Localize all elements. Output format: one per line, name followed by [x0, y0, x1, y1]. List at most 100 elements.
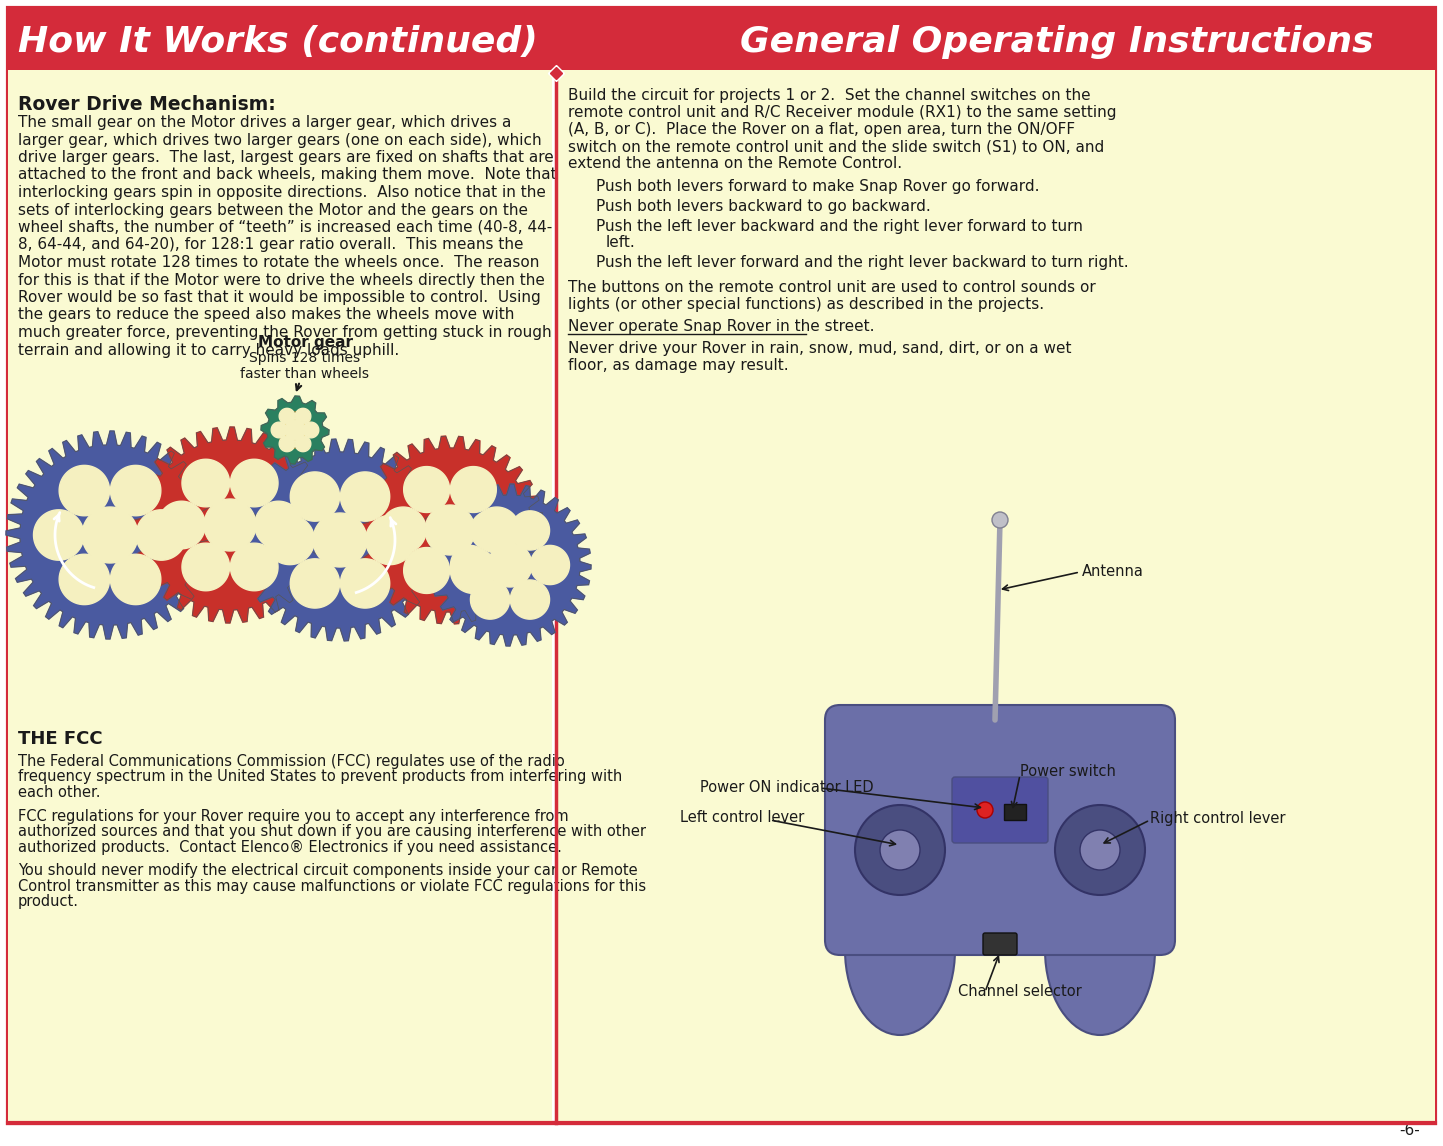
Text: left.: left.: [606, 235, 636, 250]
Text: Channel selector: Channel selector: [958, 984, 1082, 999]
Text: How It Works (continued): How It Works (continued): [17, 25, 538, 58]
Text: sets of interlocking gears between the Motor and the gears on the: sets of interlocking gears between the M…: [17, 203, 528, 218]
Polygon shape: [277, 413, 313, 448]
Polygon shape: [341, 472, 390, 521]
Polygon shape: [450, 548, 496, 594]
Polygon shape: [278, 408, 294, 424]
Text: General Operating Instructions: General Operating Instructions: [740, 25, 1374, 58]
Text: terrain and allowing it to carry heavy loads uphill.: terrain and allowing it to carry heavy l…: [17, 343, 400, 358]
Text: (A, B, or C).  Place the Rover on a flat, open area, turn the ON/OFF: (A, B, or C). Place the Rover on a flat,…: [569, 121, 1075, 138]
Polygon shape: [294, 419, 303, 427]
Text: Rover Drive Mechanism:: Rover Drive Mechanism:: [17, 95, 276, 113]
Text: Never drive your Rover in rain, snow, mud, sand, dirt, or on a wet: Never drive your Rover in rain, snow, mu…: [569, 342, 1072, 356]
Text: Motor must rotate 128 times to rotate the wheels once.  The reason: Motor must rotate 128 times to rotate th…: [17, 256, 540, 270]
Text: Left control lever: Left control lever: [680, 810, 804, 825]
Text: for this is that if the Motor were to drive the wheels directly then the: for this is that if the Motor were to dr…: [17, 273, 545, 288]
FancyBboxPatch shape: [983, 933, 1017, 955]
Polygon shape: [356, 437, 544, 623]
Text: attached to the front and back wheels, making them move.  Note that: attached to the front and back wheels, m…: [17, 167, 557, 182]
Polygon shape: [296, 435, 310, 452]
FancyBboxPatch shape: [9, 70, 553, 1123]
Text: Push both levers backward to go backward.: Push both levers backward to go backward…: [596, 199, 931, 214]
Polygon shape: [426, 505, 475, 555]
Polygon shape: [266, 516, 315, 565]
Polygon shape: [59, 555, 110, 605]
Polygon shape: [365, 516, 414, 565]
Polygon shape: [283, 426, 291, 434]
Text: each other.: each other.: [17, 785, 101, 800]
Text: floor, as damage may result.: floor, as damage may result.: [569, 358, 789, 372]
Text: product.: product.: [17, 894, 79, 909]
Text: THE FCC: THE FCC: [17, 730, 102, 748]
Polygon shape: [111, 465, 160, 516]
Polygon shape: [286, 419, 304, 440]
Text: You should never modify the electrical circuit components inside your car or Rem: You should never modify the electrical c…: [17, 863, 638, 878]
Text: switch on the remote control unit and the slide switch (S1) to ON, and: switch on the remote control unit and th…: [569, 139, 1104, 154]
Text: FCC regulations for your Rover require you to accept any interference from: FCC regulations for your Rover require y…: [17, 808, 569, 824]
Ellipse shape: [1045, 865, 1154, 1035]
Polygon shape: [290, 559, 339, 609]
Polygon shape: [287, 433, 294, 441]
Text: Build the circuit for projects 1 or 2.  Set the channel switches on the: Build the circuit for projects 1 or 2. S…: [569, 88, 1091, 103]
Polygon shape: [271, 422, 287, 438]
Polygon shape: [303, 422, 319, 438]
Polygon shape: [231, 543, 278, 590]
Text: -6-: -6-: [1400, 1123, 1420, 1138]
Polygon shape: [450, 545, 489, 584]
Ellipse shape: [1055, 804, 1144, 895]
Text: interlocking gears spin in opposite directions.  Also notice that in the: interlocking gears spin in opposite dire…: [17, 185, 545, 201]
Text: Spins 128 times
faster than wheels: Spins 128 times faster than wheels: [241, 351, 369, 382]
Text: The Federal Communications Commission (FCC) regulates use of the radio: The Federal Communications Commission (F…: [17, 754, 564, 769]
Text: larger gear, which drives two larger gears (one on each side), which: larger gear, which drives two larger gea…: [17, 133, 541, 148]
Polygon shape: [429, 484, 592, 646]
Polygon shape: [157, 501, 205, 549]
Polygon shape: [278, 435, 294, 452]
Polygon shape: [404, 466, 450, 512]
Text: Power switch: Power switch: [1020, 764, 1115, 779]
Polygon shape: [294, 433, 303, 441]
Polygon shape: [6, 431, 214, 639]
Text: Control transmitter as this may cause malfunctions or violate FCC regulations fo: Control transmitter as this may cause ma…: [17, 879, 646, 894]
Polygon shape: [511, 580, 550, 619]
Polygon shape: [531, 545, 570, 584]
Text: Push both levers forward to make Snap Rover go forward.: Push both levers forward to make Snap Ro…: [596, 179, 1039, 194]
Polygon shape: [511, 511, 550, 550]
Polygon shape: [231, 460, 278, 507]
Circle shape: [991, 512, 1009, 528]
Polygon shape: [136, 510, 186, 560]
Ellipse shape: [856, 804, 945, 895]
Text: Rover would be so fast that it would be impossible to control.  Using: Rover would be so fast that it would be …: [17, 290, 541, 305]
Polygon shape: [470, 511, 509, 550]
Text: Motor gear: Motor gear: [257, 335, 352, 350]
Polygon shape: [488, 543, 532, 587]
Polygon shape: [82, 507, 139, 563]
Text: The small gear on the Motor drives a larger gear, which drives a: The small gear on the Motor drives a lar…: [17, 115, 511, 129]
Polygon shape: [33, 510, 84, 560]
Text: Push the left lever backward and the right lever forward to turn: Push the left lever backward and the rig…: [596, 219, 1082, 234]
Text: remote control unit and R/C Receiver module (RX1) to the same setting: remote control unit and R/C Receiver mod…: [569, 105, 1117, 120]
Text: frequency spectrum in the United States to prevent products from interfering wit: frequency spectrum in the United States …: [17, 769, 622, 785]
Text: Antenna: Antenna: [1082, 565, 1144, 580]
Polygon shape: [299, 426, 307, 434]
Polygon shape: [341, 559, 390, 609]
Polygon shape: [381, 507, 426, 554]
Polygon shape: [287, 419, 294, 427]
Text: authorized products.  Contact Elenco® Electronics if you need assistance.: authorized products. Contact Elenco® Ele…: [17, 840, 561, 855]
Polygon shape: [404, 548, 450, 594]
Circle shape: [977, 802, 993, 818]
Polygon shape: [59, 465, 110, 516]
Text: The buttons on the remote control unit are used to control sounds or: The buttons on the remote control unit a…: [569, 280, 1095, 295]
Text: extend the antenna on the Remote Control.: extend the antenna on the Remote Control…: [569, 156, 902, 171]
Circle shape: [1079, 830, 1120, 870]
FancyBboxPatch shape: [556, 70, 1434, 1123]
Text: wheel shafts, the number of “teeth” is increased each time (40-8, 44-: wheel shafts, the number of “teeth” is i…: [17, 220, 553, 235]
Text: Push the left lever forward and the right lever backward to turn right.: Push the left lever forward and the righ…: [596, 256, 1128, 270]
Text: much greater force, preventing the Rover from getting stuck in rough: much greater force, preventing the Rover…: [17, 325, 551, 340]
Circle shape: [880, 830, 921, 870]
Polygon shape: [296, 408, 310, 424]
Ellipse shape: [846, 865, 955, 1035]
Polygon shape: [289, 424, 302, 435]
Text: drive larger gears.  The last, largest gears are fixed on shafts that are: drive larger gears. The last, largest ge…: [17, 150, 554, 165]
Polygon shape: [182, 543, 229, 590]
Text: the gears to reduce the speed also makes the wheels move with: the gears to reduce the speed also makes…: [17, 307, 514, 322]
